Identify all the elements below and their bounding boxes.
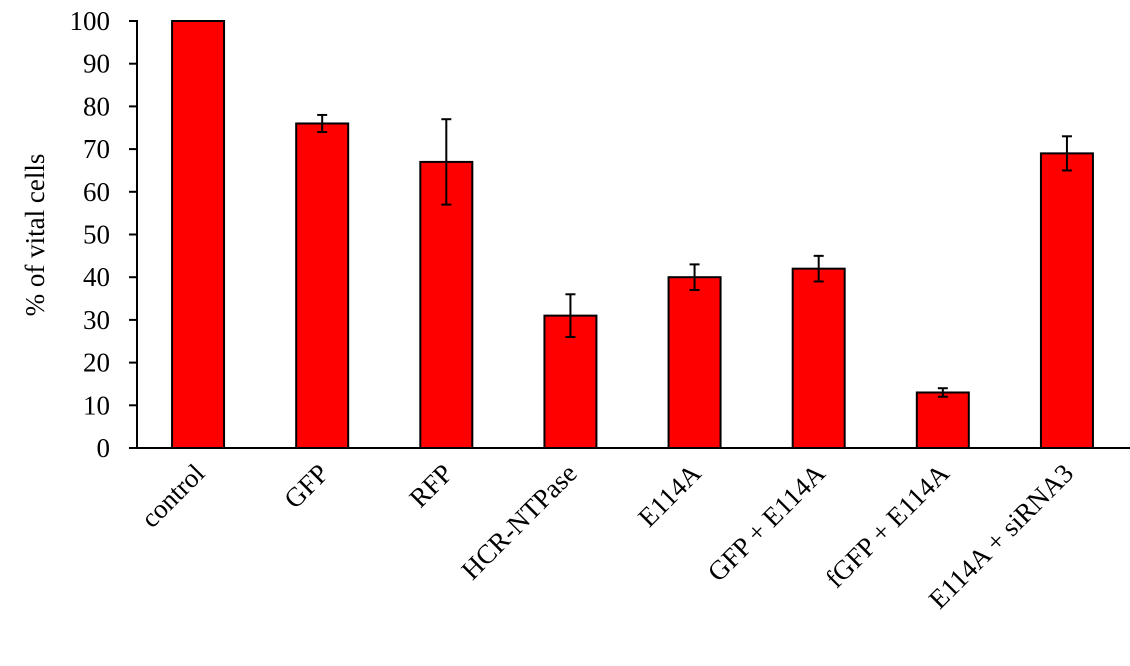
- category-label: fGFP + E114A: [819, 458, 955, 594]
- y-ticks-layer: 0 10 20 30 40 50 60 70 80 90 100: [70, 6, 137, 463]
- axes-layer: [136, 20, 1130, 449]
- y-tick-label: 10: [83, 390, 110, 420]
- y-tick-label: 60: [83, 177, 110, 207]
- y-tick-label: 40: [83, 262, 110, 292]
- bar: [915, 391, 970, 449]
- category-label: GFP: [278, 458, 334, 514]
- bar: [171, 20, 226, 449]
- y-tick-label: 100: [70, 6, 111, 36]
- y-axis-title: % of vital cells: [20, 154, 50, 317]
- y-tick-label: 70: [83, 134, 110, 164]
- category-label: control: [135, 458, 210, 533]
- y-tick-label: 90: [83, 49, 110, 79]
- category-label: GFP + E114A: [702, 458, 832, 588]
- category-label: HCR-NTPase: [455, 458, 582, 585]
- bar: [419, 160, 474, 449]
- bars-layer: [171, 20, 1094, 450]
- bar: [667, 276, 722, 450]
- category-label: E114A: [632, 458, 707, 533]
- y-tick-label: 80: [83, 91, 110, 121]
- error-bars-layer: [317, 113, 1072, 398]
- bar: [1039, 152, 1094, 449]
- y-tick-label: 50: [83, 220, 110, 250]
- y-tick-label: 20: [83, 348, 110, 378]
- bar: [295, 122, 350, 449]
- y-tick-label: 30: [83, 305, 110, 335]
- category-label: RFP: [403, 458, 458, 513]
- bar: [791, 267, 846, 449]
- y-tick-label: 0: [97, 433, 111, 463]
